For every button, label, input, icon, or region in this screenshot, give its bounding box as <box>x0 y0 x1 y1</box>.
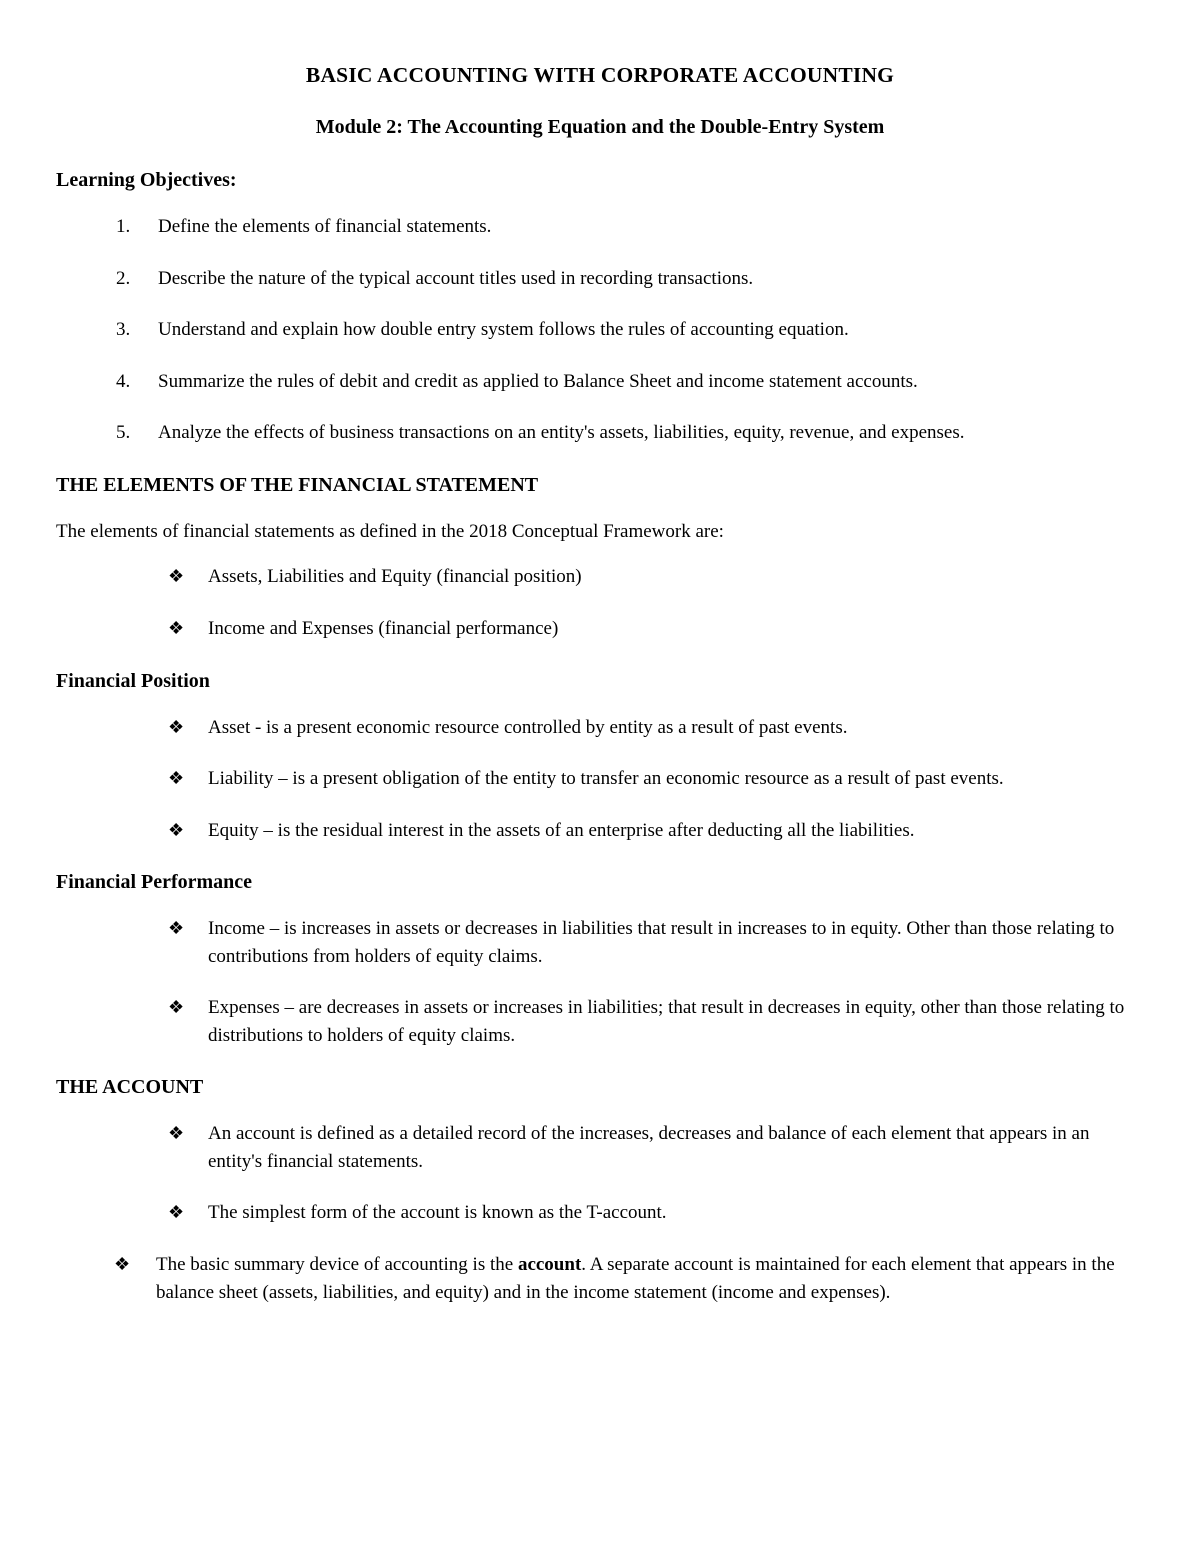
elements-bullet-item: Income and Expenses (financial performan… <box>168 615 1144 643</box>
account-bullet-item: The simplest form of the account is know… <box>168 1199 1144 1227</box>
financial-performance-heading: Financial Performance <box>56 868 1144 897</box>
elements-bullet-item: Assets, Liabilities and Equity (financia… <box>168 563 1144 591</box>
objective-item: Summarize the rules of debit and credit … <box>116 368 1144 396</box>
financial-position-item: Equity – is the residual interest in the… <box>168 817 1144 845</box>
document-title-line1: BASIC ACCOUNTING WITH CORPORATE ACCOUNTI… <box>56 60 1144 91</box>
elements-intro: The elements of financial statements as … <box>56 518 1144 546</box>
account-summary-bold: account <box>518 1254 581 1275</box>
objective-item: Analyze the effects of business transact… <box>116 419 1144 447</box>
objective-item: Describe the nature of the typical accou… <box>116 265 1144 293</box>
objective-item: Define the elements of financial stateme… <box>116 213 1144 241</box>
financial-position-item: Liability – is a present obligation of t… <box>168 765 1144 793</box>
financial-position-item: Asset - is a present economic resource c… <box>168 714 1144 742</box>
financial-performance-item: Income – is increases in assets or decre… <box>168 915 1144 970</box>
financial-performance-list: Income – is increases in assets or decre… <box>168 915 1144 1049</box>
account-bullet-item: An account is defined as a detailed reco… <box>168 1120 1144 1175</box>
account-bullet-list-2: The basic summary device of accounting i… <box>114 1251 1144 1306</box>
document-title-line2: Module 2: The Accounting Equation and th… <box>56 113 1144 142</box>
elements-bullet-list: Assets, Liabilities and Equity (financia… <box>168 563 1144 642</box>
account-summary-item: The basic summary device of accounting i… <box>114 1251 1144 1306</box>
account-bullet-list-1: An account is defined as a detailed reco… <box>168 1120 1144 1227</box>
account-summary-pre: The basic summary device of accounting i… <box>156 1254 518 1275</box>
objective-item: Understand and explain how double entry … <box>116 316 1144 344</box>
financial-position-heading: Financial Position <box>56 667 1144 696</box>
learning-objectives-heading: Learning Objectives: <box>56 166 1144 195</box>
financial-position-list: Asset - is a present economic resource c… <box>168 714 1144 845</box>
elements-heading: THE ELEMENTS OF THE FINANCIAL STATEMENT <box>56 471 1144 500</box>
financial-performance-item: Expenses – are decreases in assets or in… <box>168 994 1144 1049</box>
objectives-list: Define the elements of financial stateme… <box>116 213 1144 447</box>
the-account-heading: THE ACCOUNT <box>56 1073 1144 1102</box>
